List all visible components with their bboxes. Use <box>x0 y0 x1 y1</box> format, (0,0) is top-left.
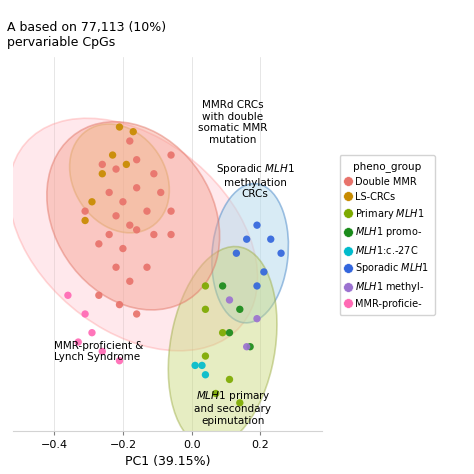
Point <box>112 212 120 219</box>
Point <box>212 390 219 397</box>
Point <box>253 315 261 322</box>
Point <box>243 236 250 243</box>
Point <box>226 329 233 337</box>
Ellipse shape <box>70 124 169 233</box>
Point <box>74 338 82 346</box>
Point <box>201 282 209 290</box>
Point <box>133 310 140 318</box>
Ellipse shape <box>212 183 288 323</box>
Point <box>82 310 89 318</box>
Point <box>116 357 123 365</box>
Point <box>133 184 140 191</box>
Point <box>243 343 250 350</box>
Point <box>123 161 130 168</box>
Point <box>143 264 151 271</box>
Point <box>253 282 261 290</box>
Text: $MLH1$ primary
and secondary
epimutation: $MLH1$ primary and secondary epimutation <box>194 389 272 426</box>
Point <box>226 296 233 304</box>
Legend: Double MMR, LS-CRCs, Primary $MLH1$, $MLH1$ promo-, $MLH1$:c.-27C, Sporadic $MLH: Double MMR, LS-CRCs, Primary $MLH1$, $ML… <box>339 155 435 315</box>
Point <box>126 137 134 145</box>
Ellipse shape <box>47 122 219 310</box>
Point <box>133 156 140 164</box>
Point <box>150 231 158 238</box>
Point <box>150 170 158 178</box>
Point <box>201 352 209 360</box>
Point <box>133 226 140 234</box>
Point <box>167 231 175 238</box>
Point <box>119 245 127 252</box>
Point <box>233 249 240 257</box>
Text: MMRd CRCs
with double
somatic MMR
mutation: MMRd CRCs with double somatic MMR mutati… <box>198 100 268 145</box>
Text: A based on 77,113 (10%)
pervariable CpGs: A based on 77,113 (10%) pervariable CpGs <box>7 21 166 49</box>
Point <box>88 329 96 337</box>
Point <box>198 362 206 369</box>
X-axis label: PC1 (39.15%): PC1 (39.15%) <box>125 456 210 468</box>
Point <box>167 207 175 215</box>
Point <box>99 170 106 178</box>
Point <box>226 376 233 383</box>
Point <box>246 343 254 350</box>
Point <box>112 165 120 173</box>
Point <box>105 189 113 196</box>
Point <box>119 198 127 206</box>
Point <box>157 189 164 196</box>
Point <box>219 282 227 290</box>
Point <box>95 292 103 299</box>
Ellipse shape <box>168 246 277 447</box>
Point <box>95 240 103 247</box>
Point <box>201 306 209 313</box>
Point <box>126 221 134 229</box>
Point <box>88 198 96 206</box>
Point <box>260 268 268 276</box>
Point <box>126 277 134 285</box>
Point <box>64 292 72 299</box>
Point <box>236 306 244 313</box>
Point <box>82 207 89 215</box>
Point <box>116 301 123 309</box>
Point <box>105 231 113 238</box>
Point <box>82 217 89 224</box>
Point <box>277 249 285 257</box>
Point <box>167 151 175 159</box>
Point <box>253 221 261 229</box>
Point <box>116 123 123 131</box>
Point <box>191 362 199 369</box>
Text: MMR-proficient &
Lynch Syndrome: MMR-proficient & Lynch Syndrome <box>54 341 144 362</box>
Point <box>109 151 117 159</box>
Point <box>267 236 274 243</box>
Point <box>99 347 106 355</box>
Point <box>143 207 151 215</box>
Ellipse shape <box>9 118 258 351</box>
Point <box>99 161 106 168</box>
Point <box>236 399 244 407</box>
Point <box>129 128 137 136</box>
Point <box>201 371 209 379</box>
Point <box>219 329 227 337</box>
Point <box>112 264 120 271</box>
Text: Sporadic $MLH1$
methylation
CRCs: Sporadic $MLH1$ methylation CRCs <box>216 162 295 200</box>
